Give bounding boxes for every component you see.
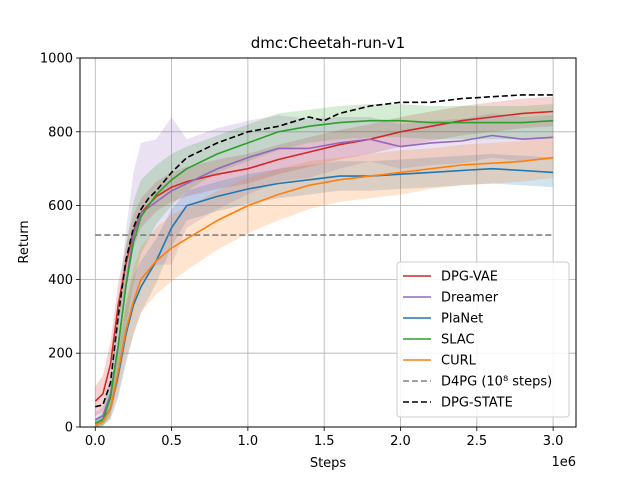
legend-label: SLAC: [441, 333, 475, 348]
line-curl: [94, 156, 554, 426]
legend-label: DPG-STATE: [441, 396, 513, 411]
x-axis-multiplier: 1e6: [551, 455, 576, 470]
x-axis-label: Steps: [310, 456, 347, 471]
x-tick-label: 1.0: [238, 434, 259, 449]
legend-box: [396, 261, 570, 418]
band-curl: [95, 137, 554, 428]
legend-label: Dreamer: [441, 291, 499, 306]
legend: DPG-VAE Dreamer PlaNet SLAC CURL D4PG (10⁸ st…: [396, 261, 570, 418]
y-tick-label: 800: [48, 125, 73, 140]
x-tick-label: 1.5: [314, 434, 335, 449]
x-tick-label: 2.5: [466, 434, 487, 449]
series-lines: [94, 94, 554, 426]
chart-title: dmc:Cheetah-run-v1: [251, 34, 405, 52]
legend-label: DPG-VAE: [441, 270, 498, 285]
plot-frame: [79, 57, 577, 428]
legend-label: PlaNet: [441, 312, 483, 327]
band-slac: [95, 104, 554, 427]
y-tick-label: 1000: [40, 52, 73, 67]
legend-label: D4PG (10⁸ steps): [441, 375, 552, 390]
y-tick-label: 0: [65, 421, 73, 436]
band-dreamer: [95, 113, 554, 428]
y-axis-label: Return: [17, 220, 32, 263]
band-planet: [95, 153, 554, 427]
x-tick-label: 0.5: [161, 434, 182, 449]
x-tick-label: 2.0: [390, 434, 411, 449]
legend-label: CURL: [441, 354, 477, 369]
y-tick-label: 600: [48, 199, 73, 214]
line-dpg-state: [95, 94, 554, 408]
x-tick-label: 3.0: [543, 434, 564, 449]
y-tick-label: 400: [48, 273, 73, 288]
line-slac: [94, 119, 554, 425]
y-axis: 0 200 400 600 800 1000: [40, 52, 80, 436]
y-tick-label: 200: [48, 347, 73, 362]
x-axis: 0.0 0.5 1.0 1.5 2.0 2.5 3.0: [85, 427, 564, 449]
x-tick-label: 0.0: [85, 434, 106, 449]
